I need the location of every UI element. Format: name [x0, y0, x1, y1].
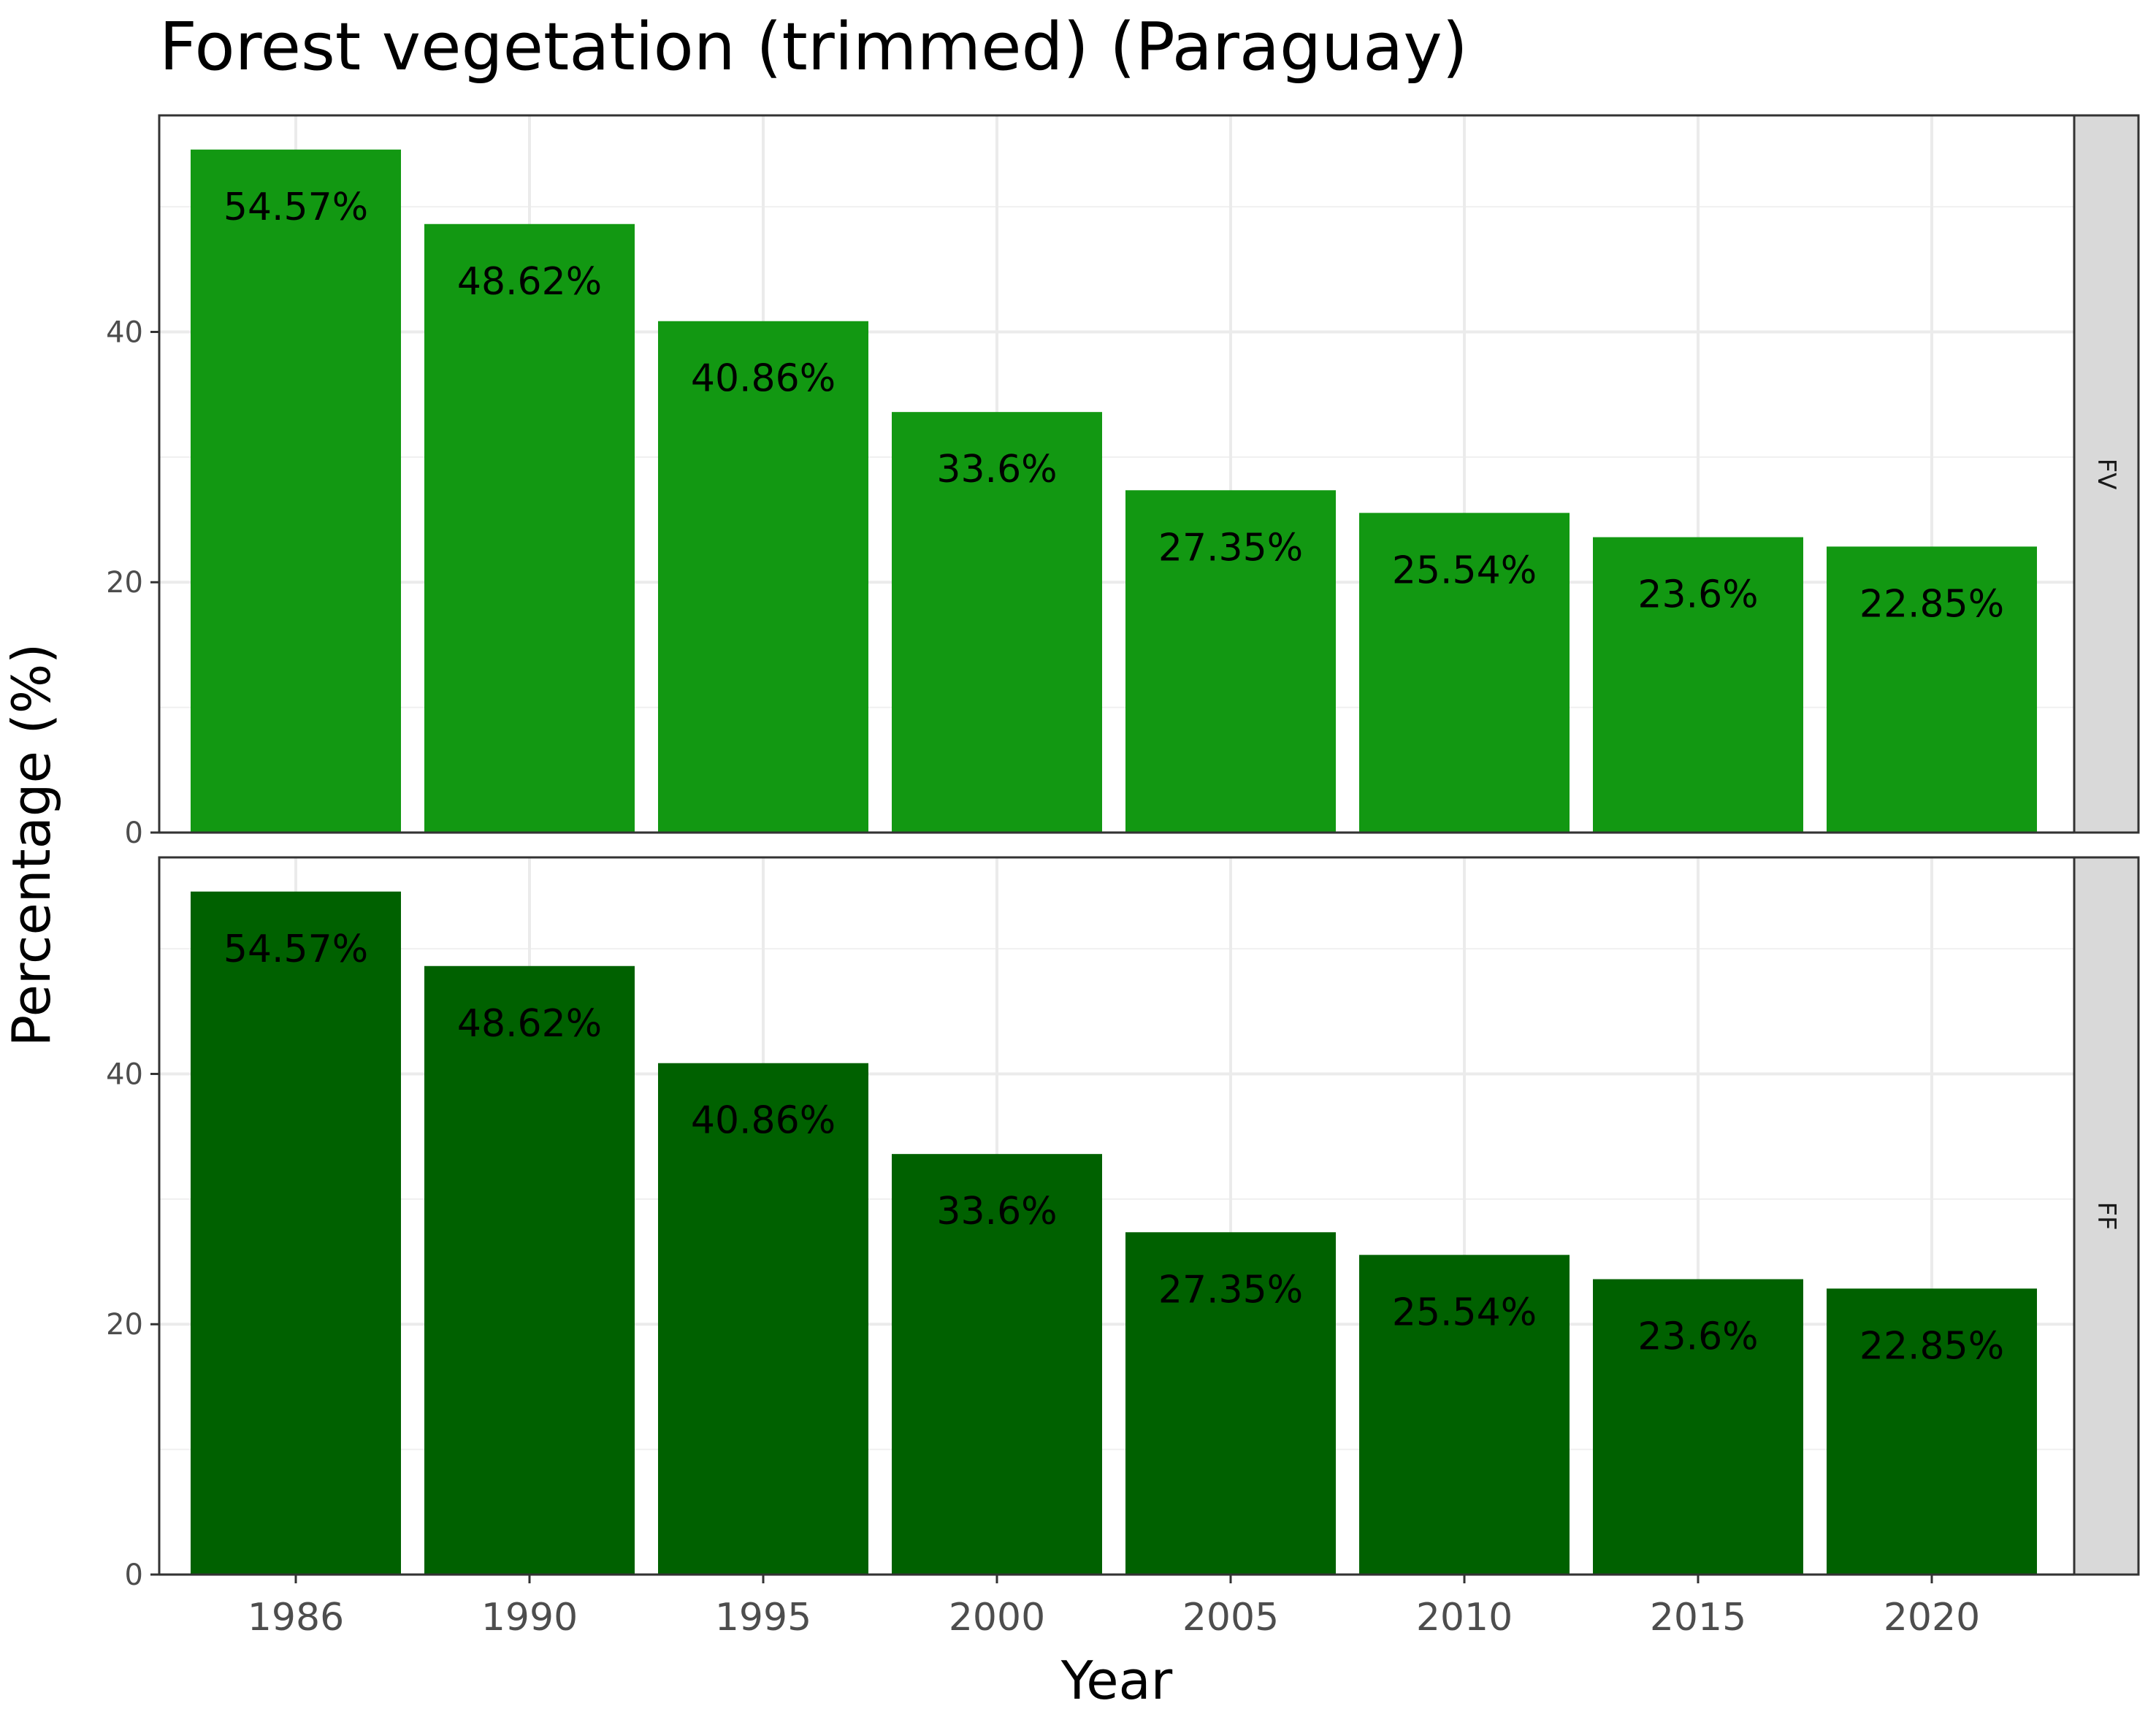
bar [892, 412, 1102, 833]
x-axis-title: Year [1060, 1650, 1173, 1711]
bar-value-label: 33.6% [936, 1190, 1057, 1233]
bar [424, 965, 635, 1575]
x-tick-label: 2005 [1182, 1596, 1279, 1640]
bar-value-label: 40.86% [691, 357, 836, 401]
facet-strip-label: FF [2092, 1201, 2121, 1230]
x-tick-label: 2010 [1416, 1596, 1513, 1640]
bar [892, 1154, 1102, 1575]
bar-value-label: 48.62% [457, 1002, 602, 1046]
x-tick-label: 2000 [949, 1596, 1045, 1640]
x-tick-label: 1986 [248, 1596, 344, 1640]
bar-value-label: 22.85% [1859, 582, 2004, 626]
bar [1125, 1232, 1336, 1575]
bar [191, 149, 401, 833]
bar-value-label: 33.6% [936, 448, 1057, 492]
bar-value-label: 27.35% [1158, 1268, 1303, 1312]
bar [658, 1063, 868, 1575]
x-tick-label: 2020 [1884, 1596, 1980, 1640]
bar [1359, 1255, 1570, 1575]
y-tick-label: 0 [125, 1558, 143, 1592]
chart-title: Forest vegetation (trimmed) (Paraguay) [159, 9, 1468, 85]
y-tick-label: 40 [106, 315, 143, 349]
bar-value-label: 23.6% [1637, 573, 1758, 617]
bar-value-label: 23.6% [1637, 1315, 1758, 1359]
bar-value-label: 27.35% [1158, 526, 1303, 570]
bar [1593, 1279, 1803, 1575]
bar [1827, 1288, 2037, 1575]
x-tick-label: 2015 [1650, 1596, 1746, 1640]
bar [1359, 513, 1570, 833]
bar-value-label: 25.54% [1392, 1290, 1537, 1334]
bar [1593, 537, 1803, 833]
bar-value-label: 25.54% [1392, 548, 1537, 592]
bar-value-label: 54.57% [223, 185, 368, 229]
y-tick-label: 20 [106, 1308, 143, 1342]
x-tick-label: 1990 [481, 1596, 578, 1640]
y-tick-label: 0 [125, 816, 143, 850]
bar-value-label: 48.62% [457, 260, 602, 304]
bar [658, 321, 868, 833]
bar [424, 223, 635, 833]
facet-strip [2073, 856, 2140, 1576]
bar-value-label: 54.57% [223, 927, 368, 971]
y-tick-label: 20 [106, 566, 143, 600]
facet-strip [2073, 114, 2140, 834]
bar [1125, 490, 1336, 833]
facet-strip-label: FV [2092, 459, 2121, 490]
y-tick-label: 40 [106, 1057, 143, 1091]
x-tick-label: 1995 [715, 1596, 811, 1640]
y-axis-title: Percentage (%) [1, 643, 62, 1047]
bar [191, 891, 401, 1575]
bar [1827, 546, 2037, 833]
bar-value-label: 40.86% [691, 1099, 836, 1143]
bar-value-label: 22.85% [1859, 1324, 2004, 1368]
